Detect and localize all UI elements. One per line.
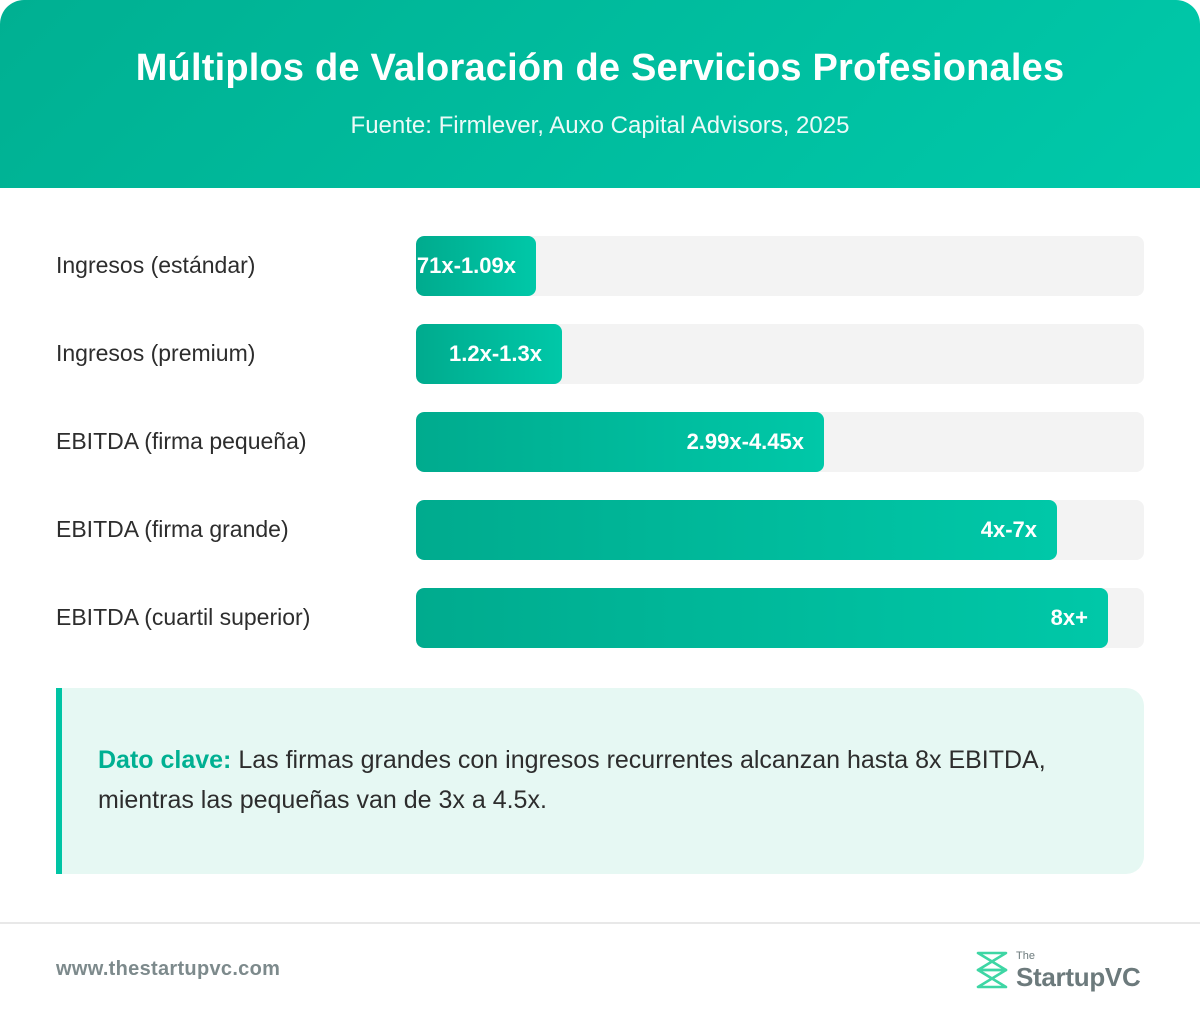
bar-fill: 1.2x-1.3x (416, 324, 562, 384)
callout-key-label: Dato clave: (98, 746, 232, 774)
page-title: Múltiplos de Valoración de Servicios Pro… (135, 47, 1065, 89)
bar-row: EBITDA (cuartil superior) 8x+ (0, 588, 1200, 648)
startupvc-logo-icon (976, 951, 1008, 989)
category-label: Ingresos (premium) (56, 340, 256, 366)
category-label: EBITDA (cuartil superior) (56, 604, 311, 630)
logo-small-text: The (1016, 950, 1035, 962)
bar-fill: 4x-7x (416, 500, 1057, 560)
bar-track: 2.99x-4.45x (416, 412, 1144, 472)
bar-track: 1.2x-1.3x (416, 324, 1144, 384)
key-insight-callout: Dato clave: Las firmas grandes con ingre… (56, 688, 1144, 874)
bar-row: EBITDA (firma pequeña) 2.99x-4.45x (0, 412, 1200, 472)
category-label: Ingresos (estándar) (56, 252, 256, 278)
footer-url: www.thestartupvc.com (56, 958, 281, 980)
bar-row: EBITDA (firma grande) 4x-7x (0, 500, 1200, 560)
bar-fill: 8x+ (416, 588, 1108, 648)
bar-fill: 2.99x-4.45x (416, 412, 824, 472)
category-label: EBITDA (firma pequeña) (56, 428, 307, 454)
bar-fill: 0.71x-1.09x (416, 236, 536, 296)
page-subtitle: Fuente: Firmlever, Auxo Capital Advisors… (350, 112, 850, 139)
footer-divider (0, 922, 1200, 924)
bar-track: 4x-7x (416, 500, 1144, 560)
bar-value-label: 1.2x-1.3x (449, 341, 542, 366)
callout-body: Las firmas grandes con ingresos recurren… (98, 746, 1046, 814)
header-banner: Múltiplos de Valoración de Servicios Pro… (0, 0, 1200, 188)
bar-track: 8x+ (416, 588, 1144, 648)
bar-track: 0.71x-1.09x (416, 236, 1144, 296)
callout-text: Dato clave: Las firmas grandes con ingre… (98, 740, 1108, 820)
brand-logo: The StartupVC (974, 950, 1146, 992)
bar-value-label: 4x-7x (980, 517, 1037, 542)
category-label: EBITDA (firma grande) (56, 516, 289, 542)
bar-value-label: 2.99x-4.45x (686, 429, 804, 454)
bar-value-label: 0.71x-1.09x (416, 253, 516, 278)
logo-name-text: StartupVC (1016, 962, 1141, 992)
bar-row: Ingresos (premium) 1.2x-1.3x (0, 324, 1200, 384)
bar-value-label: 8x+ (1050, 605, 1088, 630)
bar-row: Ingresos (estándar) 0.71x-1.09x (0, 236, 1200, 296)
